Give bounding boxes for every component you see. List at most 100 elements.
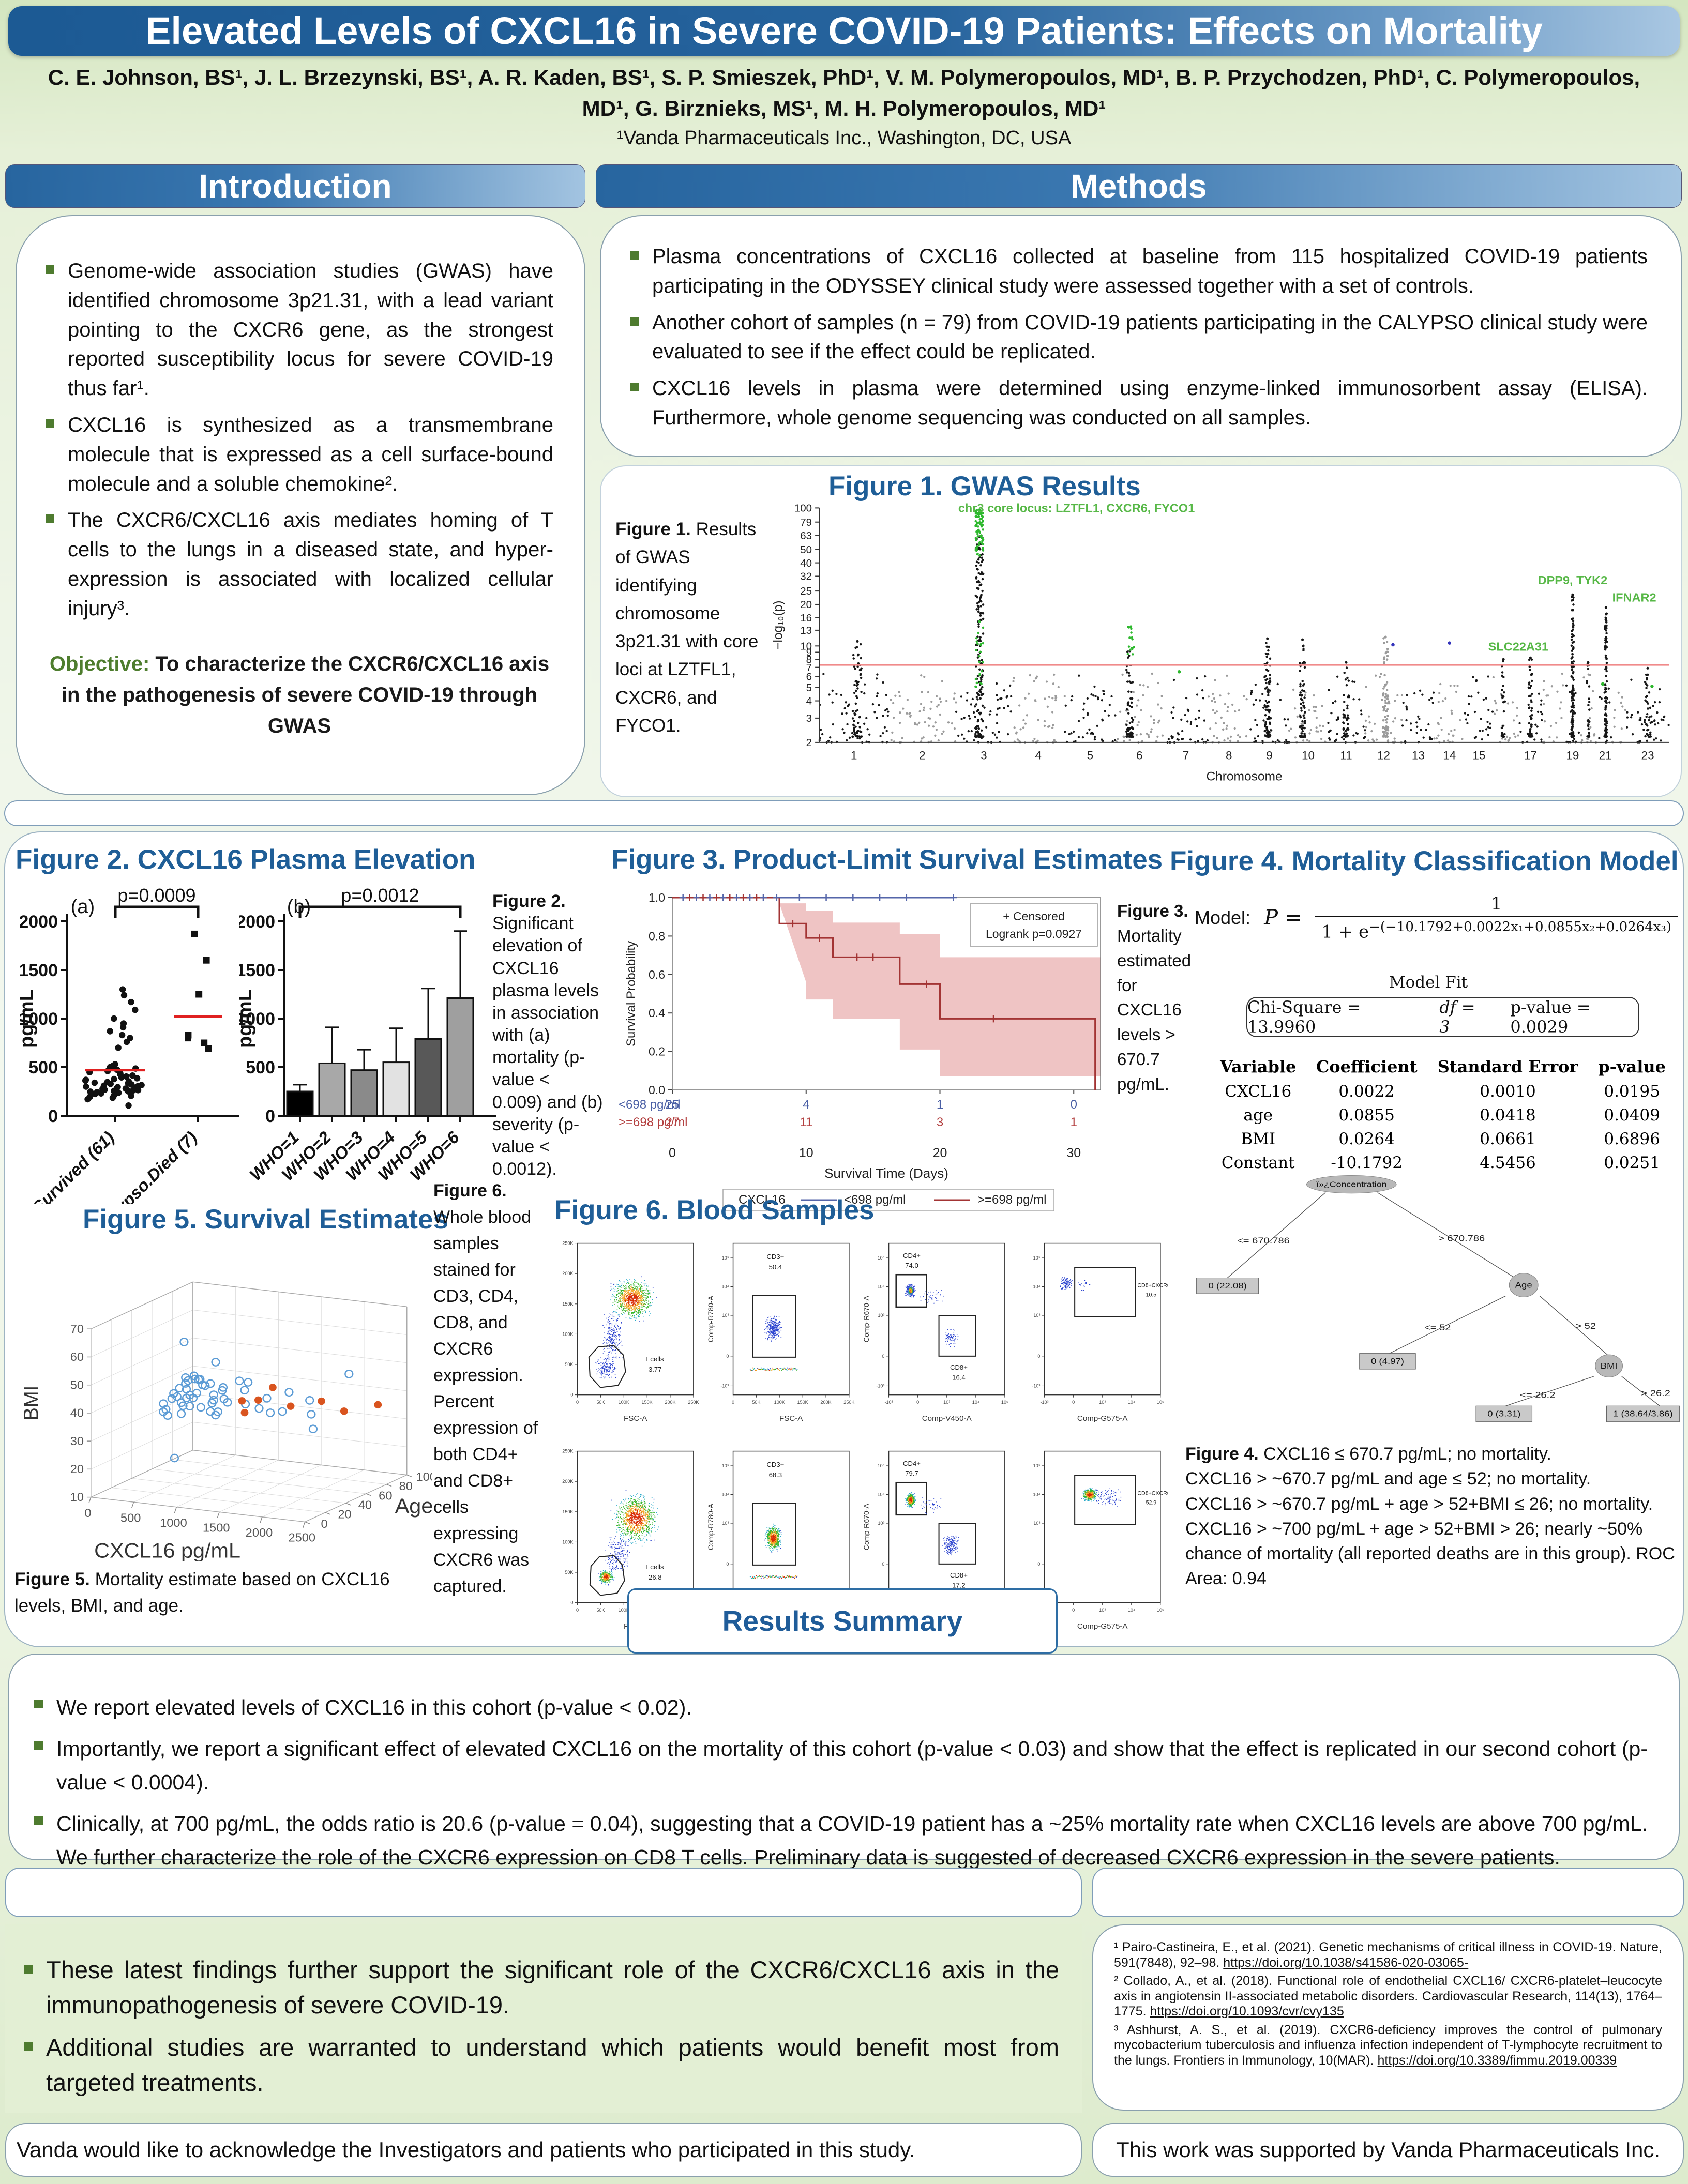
svg-text:0: 0 bbox=[321, 1517, 328, 1530]
figure4-caption: Figure 4. CXCL16 ≤ 670.7 pg/mL; no morta… bbox=[1185, 1442, 1683, 1591]
svg-text:<698 pg/ml: <698 pg/ml bbox=[619, 1098, 680, 1112]
bullet-text: These latest findings further support th… bbox=[46, 1956, 1059, 2019]
svg-text:10³: 10³ bbox=[1033, 1313, 1040, 1318]
bullet-text: Clinically, at 700 pg/mL, the odds ratio… bbox=[56, 1811, 1648, 1870]
bullet-item: Plasma concentrations of CXCL16 collecte… bbox=[630, 242, 1648, 301]
bullet-item: Additional studies are warranted to unde… bbox=[24, 2030, 1059, 2100]
km-survival-svg: 0.0 0.2 0.4 0.6 0.8 1.0 Survival Probability <6… bbox=[619, 891, 1101, 1211]
svg-text:0.8: 0.8 bbox=[649, 929, 665, 943]
table-cell: CXCL16 bbox=[1225, 1082, 1292, 1101]
svg-text:Comp-V450-A: Comp-V450-A bbox=[922, 1414, 972, 1423]
svg-text:79: 79 bbox=[800, 517, 812, 528]
reference-link[interactable]: https://doi.org/10.1038/s41586-020-03065… bbox=[1223, 1955, 1469, 1970]
figure5-caption: Figure 5. Mortality estimate based on CX… bbox=[14, 1569, 390, 1616]
svg-text:6: 6 bbox=[1136, 749, 1143, 762]
svg-text:-10³: -10³ bbox=[876, 1383, 884, 1388]
bullet-item: Importantly, we report a significant eff… bbox=[34, 1732, 1648, 1800]
survival-3d-scatter-chart: 10 20 30 40 50 60 70 0 500 1000 1500 2000 2500 0 20 40 6… bbox=[14, 1240, 436, 1562]
bullet-square-icon bbox=[46, 265, 54, 274]
svg-text:10: 10 bbox=[1302, 749, 1315, 762]
figure6-caption: Figure 6. Whole blood samples stained fo… bbox=[433, 1181, 538, 1596]
svg-text:150K: 150K bbox=[562, 1301, 573, 1307]
figure4-model-equation: Model: P = 1 1 + e−(−10.1792+0.0022x₁+0.… bbox=[1195, 893, 1681, 942]
acknowledgement-footer: Vanda would like to acknowledge the Inve… bbox=[5, 2123, 1082, 2177]
svg-text:2: 2 bbox=[919, 749, 926, 762]
svg-text:0: 0 bbox=[570, 1392, 573, 1398]
svg-text:30: 30 bbox=[70, 1434, 84, 1448]
svg-text:CXCL16: CXCL16 bbox=[739, 1193, 786, 1207]
svg-text:40: 40 bbox=[358, 1498, 372, 1512]
affiliation: ¹Vanda Pharmaceuticals Inc., Washington,… bbox=[616, 127, 1072, 149]
svg-text:50K: 50K bbox=[596, 1400, 605, 1405]
funding-footer: This work was supported by Vanda Pharmac… bbox=[1092, 2123, 1684, 2177]
svg-text:1000: 1000 bbox=[20, 1009, 58, 1029]
svg-text:50K: 50K bbox=[752, 1400, 760, 1405]
figure4-title: Figure 4. Mortality Classification Model bbox=[1170, 846, 1679, 876]
flow-panel-svg: FSC-A 0 50K 100K 150K 200K 250K 0 50K 100K 150K 200… bbox=[562, 1241, 699, 1423]
svg-text:1500: 1500 bbox=[239, 961, 275, 980]
methods-bullets: Plasma concentrations of CXCL16 collecte… bbox=[630, 242, 1648, 433]
svg-text:chr3 core locus: LZTFL1, CXCR6: chr3 core locus: LZTFL1, CXCR6, FYCO1 bbox=[958, 502, 1195, 515]
figure1-title: Figure 1. GWAS Results bbox=[828, 471, 1141, 502]
svg-text:BMI: BMI bbox=[20, 1386, 43, 1421]
svg-text:<= 52: <= 52 bbox=[1424, 1323, 1451, 1332]
svg-text:> 26.2: > 26.2 bbox=[1641, 1388, 1670, 1398]
svg-text:19: 19 bbox=[1566, 749, 1579, 762]
svg-text:5: 5 bbox=[806, 682, 812, 694]
svg-text:0: 0 bbox=[726, 1354, 729, 1359]
svg-text:1.0: 1.0 bbox=[649, 891, 665, 904]
svg-text:10⁵: 10⁵ bbox=[1033, 1255, 1041, 1261]
results-bullets: We report elevated levels of CXCL16 in t… bbox=[34, 1691, 1648, 1875]
svg-text:ï»¿Concentration: ï»¿Concentration bbox=[1316, 1180, 1386, 1189]
figure6-title: Figure 6. Blood Samples bbox=[554, 1195, 875, 1225]
svg-text:15: 15 bbox=[1472, 749, 1485, 762]
svg-text:pg/mL: pg/mL bbox=[239, 989, 256, 1048]
figure2-caption: Figure 2. Significant elevation of CXCL1… bbox=[492, 891, 603, 1179]
svg-text:0: 0 bbox=[669, 1146, 676, 1160]
methods-header: Methods bbox=[596, 164, 1682, 208]
svg-text:10⁴: 10⁴ bbox=[721, 1284, 729, 1290]
table-cell: -10.1792 bbox=[1331, 1154, 1403, 1172]
bullet-text: Plasma concentrations of CXCL16 collecte… bbox=[652, 245, 1648, 297]
decision-tree-svg: <= 670.786 > 670.786 <= 52 > 52 <= 26.2 > 26.… bbox=[1196, 1175, 1680, 1422]
svg-text:8: 8 bbox=[1226, 749, 1232, 762]
svg-text:T cells: T cells bbox=[644, 1355, 664, 1363]
svg-text:10⁵: 10⁵ bbox=[722, 1255, 729, 1261]
svg-text:70: 70 bbox=[70, 1322, 84, 1336]
svg-text:p=0.0012: p=0.0012 bbox=[341, 885, 419, 906]
coefficient-table: Variable Coefficient Standard Error p-value… bbox=[1210, 1054, 1676, 1175]
reference-item: ³ Ashhurst, A. S., et al. (2019). CXCR6-… bbox=[1114, 2023, 1662, 2069]
svg-text:27: 27 bbox=[666, 1115, 680, 1129]
svg-text:(a): (a) bbox=[71, 896, 95, 918]
objective: Objective: To characterize the CXCR6/CXC… bbox=[46, 648, 553, 741]
figure3-caption: Figure 3. Mortality estimated for CXCL16… bbox=[1117, 901, 1192, 1094]
flow-panel: Comp-R780-AFSC-A10⁵10⁴10³0-10³050K100K15… bbox=[705, 1444, 856, 1647]
svg-text:>=698 pg/ml: >=698 pg/ml bbox=[977, 1193, 1046, 1207]
svg-text:Comp-G575-A: Comp-G575-A bbox=[1077, 1414, 1128, 1423]
reference-link[interactable]: https://doi.org/10.3389/fimmu.2019.00339 bbox=[1377, 2053, 1617, 2068]
bullet-item: Genome-wide association studies (GWAS) h… bbox=[46, 256, 553, 403]
bullet-text: CXCL16 levels in plasma were determined … bbox=[652, 377, 1648, 429]
table-cell: 0.0661 bbox=[1480, 1130, 1536, 1148]
bullet-text: Genome-wide association studies (GWAS) h… bbox=[68, 260, 553, 400]
svg-text:2500: 2500 bbox=[288, 1531, 315, 1544]
svg-text:3.77: 3.77 bbox=[649, 1366, 662, 1373]
table-cell: BMI bbox=[1241, 1130, 1276, 1148]
bullet-item: These latest findings further support th… bbox=[24, 1952, 1059, 2023]
reference-text: ¹ Pairo-Castineira, E., et al. (2021). G… bbox=[1114, 1940, 1662, 1970]
svg-text:3: 3 bbox=[806, 712, 812, 724]
svg-text:>=698 pg/ml: >=698 pg/ml bbox=[619, 1115, 687, 1129]
svg-text:Age: Age bbox=[395, 1494, 432, 1518]
svg-text:1000: 1000 bbox=[239, 1009, 275, 1029]
svg-text:10⁴: 10⁴ bbox=[972, 1400, 979, 1405]
introduction-panel: Genome-wide association studies (GWAS) h… bbox=[16, 215, 585, 795]
conclusions-panel: These latest findings further support th… bbox=[5, 1924, 1082, 2113]
bullet-square-icon bbox=[34, 1700, 43, 1708]
svg-text:10⁵: 10⁵ bbox=[878, 1255, 885, 1261]
reference-link[interactable]: https://doi.org/10.1093/cvr/cvy135 bbox=[1150, 2004, 1344, 2019]
flow-panel-svg: Comp-R780-AFSC-A10⁵10⁴10³0-10³050K100K15… bbox=[706, 1450, 854, 1631]
svg-text:13: 13 bbox=[1412, 749, 1425, 762]
svg-text:23: 23 bbox=[1641, 749, 1654, 762]
svg-text:100: 100 bbox=[416, 1470, 432, 1483]
reference-item: ¹ Pairo-Castineira, E., et al. (2021). G… bbox=[1114, 1940, 1662, 1970]
